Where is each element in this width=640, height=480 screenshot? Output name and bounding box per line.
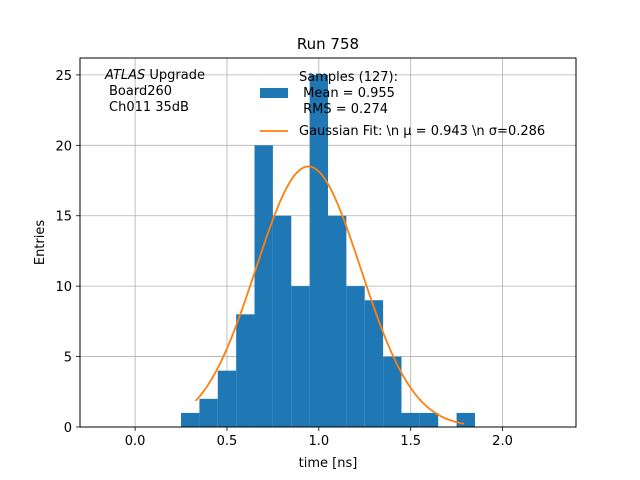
histogram-bar <box>291 286 310 427</box>
histogram-bar <box>199 398 218 427</box>
histogram-bar <box>401 412 420 427</box>
y-axis-ticks: 0 5 10 15 20 25 <box>55 69 80 436</box>
x-tick-label: 1.5 <box>400 434 421 449</box>
chart-title: Run 758 <box>297 35 359 53</box>
annotation-line-3: Ch011 35dB <box>109 100 189 115</box>
histogram-bar <box>456 412 475 427</box>
plot-frame <box>79 57 577 428</box>
histogram-bar <box>383 356 402 427</box>
x-tick-label: 1.0 <box>308 434 329 449</box>
histogram-bar <box>181 412 200 427</box>
legend-hist-line-1: Samples (127): <box>299 70 398 85</box>
upgrade-label: Upgrade <box>145 68 205 83</box>
x-tick-label: 0.5 <box>217 434 238 449</box>
y-tick-label: 20 <box>55 139 72 154</box>
y-axis-label: Entries <box>33 220 48 266</box>
annotation-line-2: Board260 <box>109 84 172 99</box>
y-tick-label: 0 <box>64 421 72 436</box>
y-tick-label: 25 <box>55 69 72 84</box>
annotation-line-1: ATLAS Upgrade <box>104 68 205 83</box>
y-tick-label: 15 <box>55 210 72 225</box>
histogram-bar <box>364 300 384 427</box>
y-tick-label: 5 <box>64 351 72 366</box>
x-axis-label: time [ns] <box>299 456 358 471</box>
legend: Samples (127): Mean = 0.955 RMS = 0.274 … <box>260 70 545 139</box>
histogram-bars <box>181 74 475 428</box>
legend-hist-line-2: Mean = 0.955 <box>299 86 395 101</box>
histogram-bar <box>346 286 365 427</box>
atlas-label: ATLAS <box>104 68 145 83</box>
detector-annotation: ATLAS Upgrade Board260 Ch011 35dB <box>104 68 205 115</box>
histogram-bar <box>217 370 237 427</box>
histogram-bar <box>254 145 273 427</box>
histogram-bar <box>272 215 292 427</box>
y-tick-label: 10 <box>55 280 72 295</box>
x-axis-ticks: 0.0 0.5 1.0 1.5 2.0 <box>125 427 513 449</box>
gaussian-fit-curve <box>195 165 465 425</box>
histogram-bar <box>309 74 328 428</box>
x-tick-label: 2.0 <box>492 434 513 449</box>
histogram-bar <box>419 412 439 427</box>
legend-patch-histogram <box>260 88 288 98</box>
histogram-bar <box>328 215 347 427</box>
legend-fit-label: Gaussian Fit: \n μ = 0.943 \n σ=0.286 <box>299 124 545 139</box>
x-tick-label: 0.0 <box>125 434 146 449</box>
legend-hist-line-3: RMS = 0.274 <box>299 102 388 117</box>
histogram-bar <box>236 314 255 427</box>
